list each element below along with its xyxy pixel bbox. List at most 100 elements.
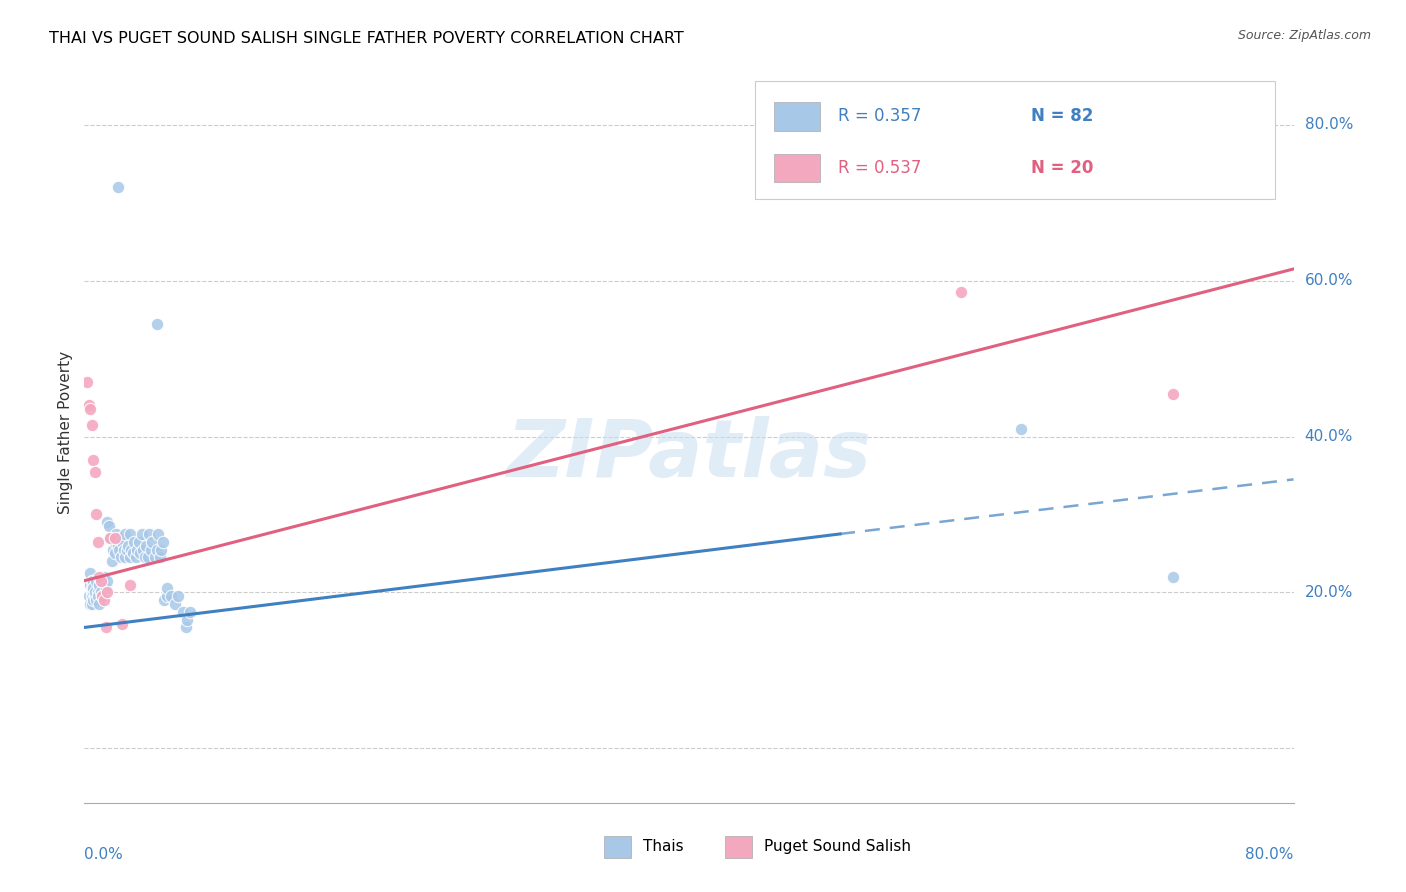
Point (94, 582, 117, 596)
Point (136, 550, 159, 565)
Point (84, 585, 107, 599)
Point (87, 589, 110, 603)
Point (112, 542, 135, 557)
Text: Thais: Thais (643, 839, 683, 855)
Text: N = 82: N = 82 (1031, 108, 1094, 126)
Point (80, 582, 103, 596)
Point (80, 585, 103, 599)
Point (146, 317, 169, 331)
Point (84, 465, 107, 479)
Point (115, 542, 138, 557)
Point (86, 574, 108, 588)
Point (86, 593, 108, 607)
Point (104, 546, 127, 560)
Point (138, 527, 160, 541)
Point (150, 542, 173, 557)
Point (114, 550, 136, 565)
Point (104, 531, 127, 545)
Point (91, 589, 114, 603)
Text: R = 0.357: R = 0.357 (838, 108, 921, 126)
Point (135, 539, 157, 553)
Point (131, 527, 153, 541)
Point (153, 593, 176, 607)
Point (1011, 422, 1033, 436)
FancyBboxPatch shape (755, 81, 1275, 200)
Text: Source: ZipAtlas.com: Source: ZipAtlas.com (1237, 29, 1371, 42)
Point (101, 542, 124, 557)
Point (94, 620, 117, 634)
Point (1161, 386, 1184, 401)
Text: ZIPatlas: ZIPatlas (506, 416, 872, 494)
Bar (605, 836, 631, 858)
Text: Puget Sound Salish: Puget Sound Salish (763, 839, 911, 855)
Point (84, 589, 107, 603)
Point (111, 616, 134, 631)
Point (125, 550, 148, 565)
Point (129, 546, 152, 560)
Point (96, 585, 118, 599)
Text: R = 0.537: R = 0.537 (838, 160, 921, 178)
Point (100, 554, 122, 568)
Point (90, 585, 112, 599)
Point (176, 613, 198, 627)
Point (96, 574, 118, 588)
Text: THAI VS PUGET SOUND SALISH SINGLE FATHER POVERTY CORRELATION CHART: THAI VS PUGET SOUND SALISH SINGLE FATHER… (49, 31, 683, 46)
Point (82, 453, 104, 467)
Point (139, 542, 162, 557)
Point (77, 398, 100, 412)
Point (87, 534, 110, 549)
Point (159, 589, 181, 603)
Point (128, 534, 150, 549)
Point (98, 531, 121, 545)
Point (110, 550, 132, 565)
Bar (773, 154, 820, 182)
Point (174, 620, 197, 634)
Point (118, 550, 141, 565)
Point (82, 582, 104, 596)
Point (86, 508, 108, 522)
Point (118, 527, 141, 541)
Text: 0.0%: 0.0% (84, 847, 124, 863)
Point (89, 570, 111, 584)
Point (89, 597, 111, 611)
Point (96, 515, 118, 529)
Point (111, 534, 134, 549)
Point (145, 550, 167, 565)
Point (98, 531, 121, 545)
Point (122, 534, 145, 549)
Point (82, 585, 104, 599)
Point (93, 593, 115, 607)
Point (950, 285, 973, 300)
Point (117, 539, 139, 553)
Point (108, 542, 131, 557)
Bar (725, 836, 752, 858)
Point (79, 402, 101, 417)
Y-axis label: Single Father Poverty: Single Father Poverty (58, 351, 73, 514)
Point (82, 593, 104, 607)
Point (121, 546, 143, 560)
Point (107, 180, 129, 194)
Point (149, 550, 172, 565)
Point (165, 597, 187, 611)
Point (127, 542, 149, 557)
Point (105, 527, 128, 541)
Point (80, 597, 103, 611)
Point (1161, 570, 1184, 584)
Point (146, 542, 169, 557)
Text: 40.0%: 40.0% (1305, 429, 1353, 444)
Bar (773, 103, 820, 130)
Point (156, 582, 179, 596)
Point (80, 417, 103, 432)
Point (148, 527, 170, 541)
Point (90, 574, 112, 588)
Point (91, 589, 114, 603)
Point (141, 534, 163, 549)
Text: 80.0%: 80.0% (1305, 117, 1353, 132)
Point (134, 550, 156, 565)
Point (79, 597, 101, 611)
Point (120, 542, 142, 557)
Point (87, 585, 110, 599)
Point (89, 577, 111, 591)
Point (156, 589, 179, 603)
Text: N = 20: N = 20 (1031, 160, 1094, 178)
